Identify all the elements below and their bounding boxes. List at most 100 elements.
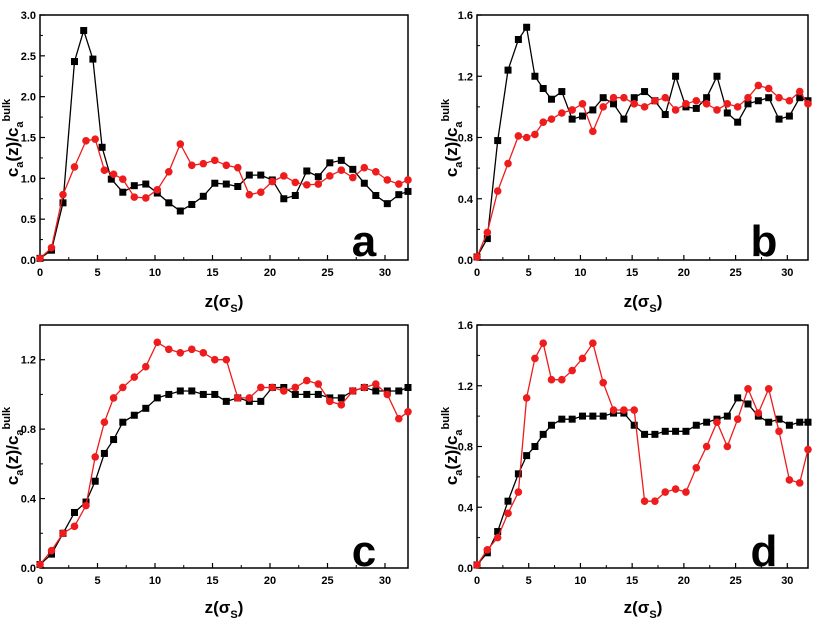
series-line-red <box>39 138 409 259</box>
chart-panel-a: 0 5 10 15 20 25 30 0.0 0.5 1.0 1.5 2.0 2.5 3.0 z(σS) ca… <box>1 10 412 315</box>
data-point-red <box>630 100 639 108</box>
data-point-red <box>291 178 300 187</box>
x-axis-label: z(σS) <box>205 292 244 315</box>
data-point-red <box>599 103 607 111</box>
x-axis-label: z(σS) <box>624 292 663 315</box>
data-point-black <box>630 94 638 102</box>
data-point-red <box>211 355 219 364</box>
series-line-black <box>476 397 808 566</box>
data-point-red <box>47 546 56 555</box>
data-point-red <box>804 100 812 108</box>
data-point-black <box>641 88 649 96</box>
x-tick-label: 15 <box>626 575 638 587</box>
data-point-red <box>764 384 773 393</box>
data-point-black <box>119 188 127 196</box>
data-point-black <box>257 397 265 405</box>
data-point-black <box>494 528 502 536</box>
data-point-red <box>100 166 109 174</box>
data-point-black <box>734 118 742 126</box>
y-tick-label: 2.5 <box>21 51 36 63</box>
data-point-red <box>291 383 300 392</box>
y-axis-label: ca(z)/cabulk <box>440 98 465 177</box>
x-tick-label: 10 <box>149 267 161 279</box>
data-point-red <box>589 339 597 348</box>
x-tick-label: 10 <box>574 575 586 587</box>
data-point-black <box>599 94 607 102</box>
data-point-black <box>222 397 230 405</box>
data-point-black <box>119 418 127 426</box>
data-point-black <box>504 497 512 505</box>
data-point-black <box>257 171 265 179</box>
y-tick-label: 1.2 <box>21 355 36 367</box>
data-point-red <box>640 103 649 111</box>
y-tick-label: 0.0 <box>458 563 473 575</box>
data-point-black <box>372 191 380 199</box>
data-point-red <box>651 497 659 505</box>
y-tick-label: 0.8 <box>21 424 36 436</box>
x-tick-label: 15 <box>206 575 218 587</box>
data-point-red <box>234 394 242 402</box>
data-point-black <box>153 394 161 402</box>
data-point-red <box>91 135 99 143</box>
data-point-black <box>188 200 196 208</box>
data-point-black <box>531 443 539 450</box>
data-point-red <box>91 453 99 461</box>
data-point-black <box>71 508 78 516</box>
data-point-black <box>558 88 566 96</box>
x-tick-label: 15 <box>626 267 638 279</box>
data-point-red <box>531 130 539 139</box>
data-point-red <box>280 387 288 395</box>
data-point-black <box>765 418 773 426</box>
y-axis-label: ca(z)/cabulk <box>1 98 26 177</box>
data-point-red <box>493 533 502 542</box>
data-point-black <box>610 100 618 108</box>
data-point-black <box>568 415 576 423</box>
data-point-red <box>578 100 587 108</box>
data-point-red <box>303 376 311 385</box>
data-point-red <box>514 132 523 140</box>
y-tick-label: 0.0 <box>458 255 473 267</box>
data-point-black <box>514 36 522 43</box>
data-point-black <box>59 199 67 207</box>
chart-panel-c: 0 5 10 15 20 25 30 0.0 0.4 0.8 1.2 z(σS) ca(z)/cabul… <box>1 324 412 621</box>
y-tick-label: 0.5 <box>21 214 36 226</box>
data-point-black <box>110 436 118 444</box>
chart-panel-b: 0 5 10 15 20 25 30 0.0 0.4 0.8 1.2 1.6 z(σS) ca(z)/ca… <box>440 10 812 315</box>
y-tick-label: 0.0 <box>21 255 36 267</box>
x-axis-label: z(σS) <box>624 598 663 621</box>
x-tick-label: 5 <box>526 575 532 587</box>
x-tick-label: 30 <box>379 267 391 279</box>
y-tick-label: 1.5 <box>21 133 36 145</box>
data-point-black <box>568 115 576 123</box>
x-tick-label: 5 <box>526 267 532 279</box>
data-point-red <box>314 180 323 188</box>
data-point-red <box>504 159 512 168</box>
data-point-black <box>796 418 804 426</box>
data-point-red <box>733 103 742 111</box>
data-point-red <box>723 100 732 108</box>
data-point-red <box>326 172 334 180</box>
data-point-red <box>661 93 670 102</box>
series-line-red <box>476 84 809 258</box>
data-point-black <box>682 427 690 435</box>
data-point-black <box>579 112 587 120</box>
panel-letter: c <box>352 527 376 576</box>
data-point-red <box>303 181 311 189</box>
data-point-red <box>222 355 231 364</box>
data-point-red <box>314 380 323 388</box>
data-point-red <box>651 96 659 105</box>
data-point-red <box>558 109 566 117</box>
y-axis-label: ca(z)/cabulk <box>1 406 26 485</box>
data-point-red <box>109 170 118 179</box>
data-point-black <box>222 180 230 188</box>
data-point-red <box>764 84 773 93</box>
data-point-black <box>579 412 587 420</box>
x-tick-label: 20 <box>264 575 276 587</box>
data-point-black <box>775 115 783 123</box>
x-tick-label: 20 <box>678 267 690 279</box>
data-point-red <box>383 390 392 399</box>
series-line-black <box>39 386 409 565</box>
data-point-red <box>514 488 523 496</box>
data-point-red <box>280 172 288 180</box>
data-point-black <box>314 173 322 181</box>
